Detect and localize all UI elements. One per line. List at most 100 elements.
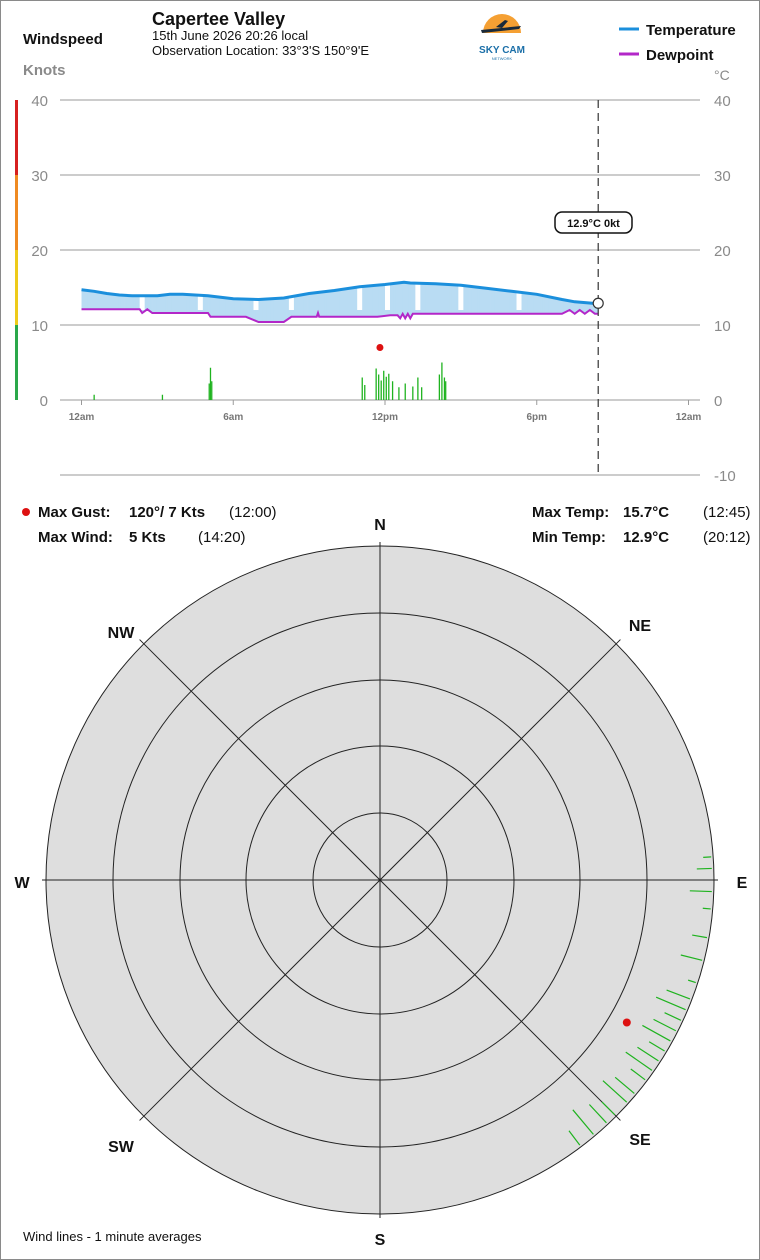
temp-fill-strip [212,296,216,317]
temp-fill-strip [540,295,543,314]
temp-fill-strip [159,295,162,313]
temp-fill-strip [531,293,535,314]
logo-text: SKY CAM [479,45,525,56]
temp-fill-strip [333,290,336,317]
temp-fill-strip [456,285,459,314]
temp-fill-strip [529,293,532,314]
temp-fill-strip [242,299,246,317]
wind-direction-line-9 [664,1012,682,1021]
temp-fill-strip [126,295,130,310]
temp-fill-strip [537,294,541,314]
max-temp-label: Max Temp: [532,504,609,521]
temp-fill-strip [163,294,166,313]
temp-fill-strip [219,297,222,317]
temp-fill-strip [311,293,315,317]
temp-fill-strip [488,288,491,314]
y-left-tick-30: 30 [31,168,48,185]
temp-fill-strip [490,288,494,314]
temp-fill-strip [471,286,474,314]
wind-direction-line-15 [630,1068,646,1081]
temp-fill-strip [316,292,319,316]
temp-fill-strip [501,290,504,314]
temp-fill-strip [552,297,556,314]
compass-nw: NW [108,625,136,642]
temp-fill-strip [479,287,483,314]
windspeed-label: Windspeed [23,31,103,48]
temp-fill-strip [240,299,244,317]
temp-fill-strip [273,298,276,322]
temp-fill-strip [122,295,125,310]
temp-fill-strip [186,294,190,313]
temp-fill-strip [550,297,554,314]
temp-fill-strip [146,295,149,310]
sky-cam-logo: SKY CAM NETWORK [479,14,525,61]
temp-fill-strip [339,289,343,317]
temp-fill-strip [585,302,588,313]
x-tick-label-1: 6am [223,412,243,423]
temp-fill-strip [268,298,272,322]
temp-fill-strip [202,295,205,313]
temp-fill-strip [578,302,582,311]
compass-se: SE [629,1132,651,1149]
temp-fill-strip [572,301,575,313]
temp-fill-strip [413,283,416,314]
temp-fill-strip [548,296,552,314]
temp-fill-strip [522,292,526,314]
temp-fill-strip [275,298,278,322]
tooltip-text: 12.9°C 0kt [567,218,620,230]
y-right-tick--10: -10 [714,468,736,485]
temp-fill-strip [505,290,509,314]
temp-fill-strip [232,298,235,317]
temp-fill-strip [583,302,586,314]
y-axis-right-labels: -10 0 10 20 30 40 [714,93,736,485]
rose-axis-sw-ne [139,639,621,1121]
y-left-tick-20: 20 [31,243,48,260]
temp-fill-strip [150,295,153,313]
x-tick-label-3: 6pm [526,412,547,423]
temp-fill-strip [176,294,179,313]
temp-fill-strip [298,295,302,317]
temp-fill-strip [391,283,395,316]
temp-fill-strip [372,285,375,317]
temp-fill-strip [167,294,171,313]
wind-direction-line-16 [614,1076,635,1094]
chart-legend: Temperature Dewpoint [619,22,736,64]
temp-fill-gap-6 [415,272,421,310]
temp-fill-strip [230,298,233,317]
wind-direction-line-1 [696,867,712,870]
temp-fill-gap-2 [253,272,259,310]
temp-fill-strip [365,286,369,317]
temp-fill-strip [432,283,435,314]
temp-fill-strip [395,283,399,316]
temp-fill-strip [247,299,250,318]
temp-fill-strip [593,303,597,314]
temp-fill-strip [303,294,306,317]
logo-plane-icon [481,26,521,33]
temp-fill-strip [294,295,298,317]
temp-fill-strip [346,288,349,317]
temp-fill-strip [404,282,407,318]
temp-fill-strip [561,299,565,314]
x-axis-labels: 12am 6am 12pm 6pm 12am [69,412,702,423]
temp-fill-strip [113,294,117,310]
temp-fill-gap-3 [288,272,294,310]
y-right-tick-40: 40 [714,93,731,110]
temp-fill-strip [171,294,175,313]
current-reading-tooltip: 12.9°C 0kt [554,211,633,234]
temp-fill-strip [376,285,380,317]
temp-fill-strip [591,303,595,313]
y-left-tick-10: 10 [31,318,48,335]
temperature-fill [81,272,599,322]
windspeed-color-scale [15,100,18,400]
temp-fill-strip [565,300,569,312]
wind-rose-axes [42,542,718,1218]
temp-fill-strip [152,295,156,313]
temp-fill-strip [389,283,392,316]
wind-direction-line-11 [642,1024,671,1042]
temp-fill-strip [100,292,104,310]
temp-fill-strip [318,292,321,317]
temp-fill-strip [174,294,177,313]
wind-direction-line-12 [648,1041,665,1052]
temp-fill-strip [408,282,412,318]
temp-fill-strip [85,290,89,310]
